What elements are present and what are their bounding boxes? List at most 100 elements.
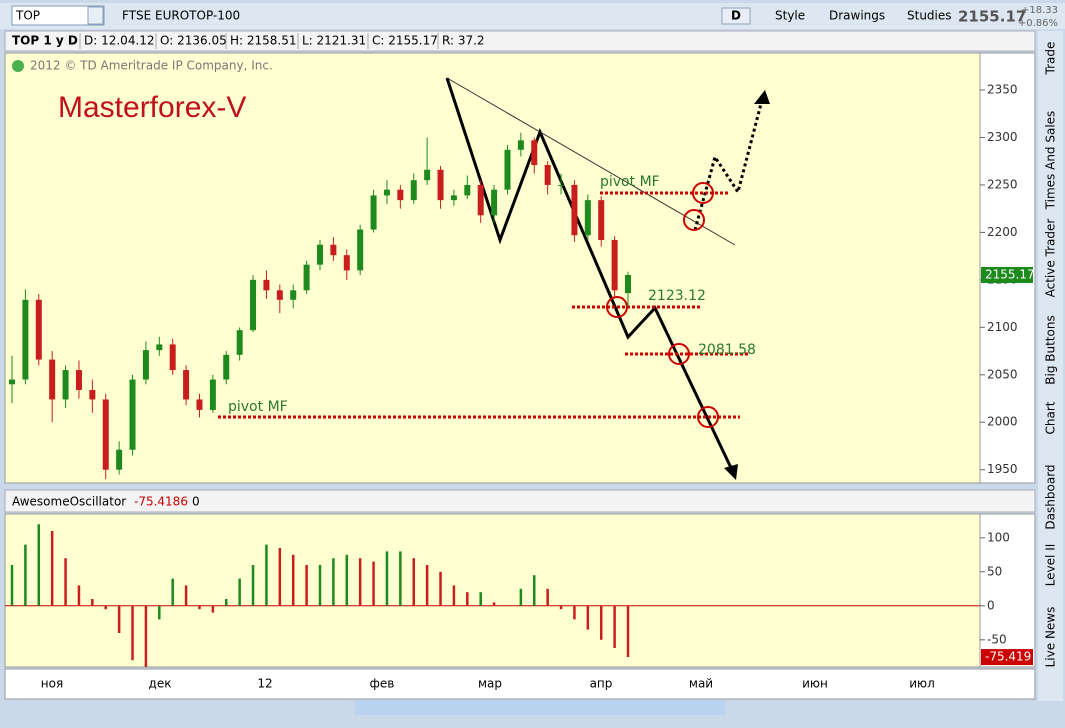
osc-header [4, 489, 1036, 513]
candle-body [464, 184, 471, 196]
annotation: pivot MF [600, 174, 660, 190]
symbol-box[interactable] [11, 5, 105, 26]
candle-body [209, 379, 216, 410]
candle-body [49, 359, 56, 400]
candle-body [611, 239, 618, 291]
osc-param: 0 [192, 495, 200, 509]
candle-body [397, 189, 404, 201]
y-tick-label: 50 [987, 564, 1002, 578]
month-label: фев [370, 677, 395, 691]
candle-body [303, 264, 310, 291]
side-tab[interactable]: Chart [1044, 401, 1058, 434]
candle-body [89, 389, 96, 400]
info-field: C: 2155.17 [372, 34, 438, 48]
osc-title: AwesomeOscillator [12, 495, 126, 509]
candle-body [62, 370, 69, 400]
change: +18.33 [1021, 5, 1058, 16]
y-tick-label: 2300 [987, 130, 1018, 144]
candle-body [116, 449, 123, 470]
candle-body [531, 140, 538, 166]
symbol[interactable]: TOP [15, 9, 40, 23]
candle-body [370, 195, 377, 230]
candle-body [357, 229, 364, 271]
watermark: Masterforex-V [58, 91, 246, 124]
symbol-dropdown[interactable] [87, 6, 104, 25]
button-label[interactable]: Style [775, 9, 805, 23]
info-field: O: 2136.05 [160, 34, 227, 48]
osc-value: -75.4186 [134, 495, 188, 509]
osc-axis [979, 513, 1036, 668]
side-tab[interactable]: Level II [1044, 544, 1058, 587]
candle-body [263, 279, 270, 291]
candle-body [437, 169, 444, 201]
side-tab[interactable]: Trade [1044, 42, 1058, 76]
candle-body [250, 279, 257, 331]
candle-body [517, 140, 524, 150]
y-tick-label: 2050 [987, 367, 1018, 381]
month-label: 12 [257, 677, 272, 691]
last-price-label: 2155.17 [985, 267, 1035, 281]
candle-body [450, 195, 457, 201]
month-label: май [689, 677, 713, 691]
info-bar [4, 30, 1036, 52]
month-label: апр [590, 677, 613, 691]
button-label[interactable]: D [731, 9, 741, 23]
candle-body [410, 180, 417, 201]
button-label[interactable]: Studies [907, 9, 952, 23]
arrow-head [754, 90, 770, 104]
annotation: 2081.58 [698, 342, 756, 358]
trend-line [446, 77, 736, 246]
candle-body [330, 244, 337, 256]
y-tick-label: 2200 [987, 225, 1018, 239]
candle-body [558, 184, 565, 186]
annotation: 2123.12 [648, 288, 706, 304]
last-price-tag [981, 266, 1033, 283]
y-tick-label: 0 [987, 598, 995, 612]
side-tab[interactable]: Dashboard [1044, 464, 1058, 529]
button[interactable] [721, 7, 751, 25]
side-tab[interactable]: Times And Sales [1044, 111, 1058, 211]
candle-body [276, 290, 283, 300]
candle-body [343, 255, 350, 271]
change-pct: +0.86% [1018, 18, 1058, 29]
info-field: TOP 1 y D [12, 34, 78, 48]
month-label: дек [149, 677, 172, 691]
candle-body [223, 354, 230, 380]
osc-last-label: -75.419 [985, 650, 1031, 664]
arrow-head [724, 464, 738, 480]
side-tab[interactable]: Active Trader [1044, 219, 1058, 298]
month-label: июн [802, 677, 828, 691]
symbol-name: FTSE EUROTOP-100 [122, 9, 240, 23]
candle-body [22, 299, 29, 380]
circle [697, 406, 719, 428]
candle-body [75, 370, 82, 390]
candle-body [236, 330, 243, 355]
osc-last-tag [981, 649, 1033, 666]
candle-body [196, 399, 203, 410]
candle-body [290, 290, 297, 300]
month-label: ноя [41, 677, 63, 691]
time-axis [4, 668, 1036, 700]
candle-body [625, 274, 631, 294]
side-tab[interactable]: Big Buttons [1044, 315, 1058, 384]
month-label: мар [478, 677, 502, 691]
circle [668, 343, 690, 365]
candle-body [35, 299, 42, 360]
candle-body [571, 184, 578, 236]
y-tick-label: -50 [987, 632, 1007, 646]
candle-body [598, 200, 605, 240]
candle-body [491, 189, 498, 216]
scrollbar[interactable] [355, 700, 725, 715]
candle-body [129, 379, 136, 450]
month-label: июл [909, 677, 935, 691]
y-tick-label: 2100 [987, 320, 1018, 334]
side-bar [1038, 31, 1063, 701]
candle-body [169, 344, 176, 371]
info-field: D: 12.04.12 [84, 34, 155, 48]
price-panel [4, 52, 981, 484]
candle-body [156, 344, 163, 351]
side-tab[interactable]: Live News [1044, 607, 1058, 668]
y-tick-label: 100 [987, 530, 1010, 544]
button-label[interactable]: Drawings [829, 9, 885, 23]
